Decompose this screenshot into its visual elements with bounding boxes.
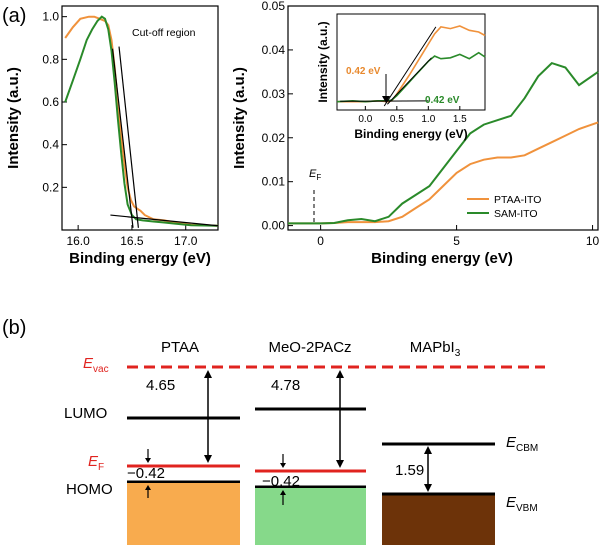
- right-y-tick-label: 0.00: [262, 219, 286, 233]
- right-chart: 0 5 10 0.00 0.01 0.02 0.03 0.04 0.05 EF PTAA-IT…: [231, 0, 600, 267]
- fermi-level-label: EF: [309, 168, 321, 182]
- left-x-label: Binding energy (eV): [69, 250, 211, 267]
- energy-diagram: PTAA MeO-2PACz MAPbI3 Evac LUMO EF HOMO …: [64, 339, 545, 545]
- legend-label-sam: SAM-ITO: [494, 208, 538, 220]
- ptaa-offset-value: −0.42: [127, 465, 165, 482]
- meo-offset-value: −0.42: [262, 473, 300, 490]
- left-y-tick-label: 0.2: [42, 180, 59, 194]
- column-title-mapbi3: MAPbI3: [410, 339, 461, 359]
- left-series-line-0: [64, 15, 219, 227]
- right-x-tick-label: 10: [586, 234, 600, 248]
- homo-label: HOMO: [66, 481, 113, 498]
- left-plot-frame: [61, 5, 219, 231]
- left-x-ticks: 16.0 16.5 17.0: [66, 225, 198, 248]
- meo-wf-value: 4.78: [271, 377, 300, 394]
- right-y-tick-label: 0.03: [262, 87, 286, 101]
- cutoff-annotation: Cut-off region: [132, 27, 196, 39]
- vacuum-level-label: Evac: [83, 355, 109, 375]
- left-y-tick-label: 0.6: [42, 95, 59, 109]
- left-y-tick-label: 0.4: [42, 138, 59, 152]
- inset-x-tick-label: 1.0: [421, 114, 435, 125]
- left-series-line-1: [64, 15, 219, 227]
- inset-annotation-sam: 0.42 eV: [425, 95, 460, 106]
- left-y-ticks: 0.2 0.4 0.6 0.8 1.0: [42, 10, 67, 194]
- inset-frame: [336, 13, 486, 111]
- left-chart: 16.0 16.5 17.0 0.2 0.4 0.6 0.8 1.0 Cut-off reg…: [5, 5, 219, 267]
- right-series: [288, 61, 599, 225]
- cbm-label: ECBM: [506, 434, 538, 454]
- right-y-ticks: 0.00 0.01 0.02 0.03 0.04 0.05: [262, 0, 293, 233]
- inset-fit-line-ptaa: [383, 26, 437, 107]
- inset-x-tick-label: 0.5: [390, 114, 404, 125]
- meo-band-fill: [255, 488, 366, 545]
- ptaa-band-fill: [127, 483, 240, 545]
- inset-annotation-ptaa: 0.42 eV: [346, 66, 381, 77]
- inset-x-tick-label: 0.0: [358, 114, 372, 125]
- right-x-ticks: 0 5 10: [317, 225, 600, 248]
- inset-x-label: Binding energy (eV): [354, 127, 467, 141]
- fermi-label-b: EF: [88, 453, 104, 473]
- mapbi3-gap-value: 1.59: [395, 462, 424, 479]
- mapbi3-gap-arrow: [424, 446, 432, 492]
- right-y-label: Intensity (a.u.): [231, 67, 248, 169]
- right-plot-frame: [287, 5, 599, 231]
- right-x-label: Binding energy (eV): [371, 250, 513, 267]
- ptaa-wf-arrow: [204, 370, 212, 463]
- legend: PTAA-ITO SAM-ITO: [467, 194, 541, 220]
- inset-x-tick-label: 1.5: [453, 114, 467, 125]
- left-series: [64, 15, 219, 228]
- mapbi3-band-fill: [382, 495, 495, 545]
- right-x-tick-label: 0: [317, 234, 324, 248]
- right-y-tick-label: 0.05: [262, 0, 286, 13]
- left-x-tick-label: 16.0: [66, 234, 90, 248]
- right-x-tick-label: 5: [453, 234, 460, 248]
- right-series-line-1: [288, 61, 599, 225]
- left-y-tick-label: 1.0: [42, 10, 59, 24]
- left-fit-line: [110, 214, 219, 227]
- column-title-ptaa: PTAA: [161, 339, 199, 356]
- left-y-label: Intensity (a.u.): [5, 67, 22, 169]
- ptaa-offset-arrows: [145, 449, 151, 498]
- vbm-label: EVBM: [506, 494, 538, 514]
- meo-offset-arrows: [280, 454, 286, 505]
- right-y-tick-label: 0.01: [262, 175, 286, 189]
- legend-label-ptaa: PTAA-ITO: [494, 194, 541, 206]
- panel-label-a: (a): [2, 5, 26, 27]
- inset-fit-line-sam: [387, 57, 432, 105]
- inset-annotation-arrowhead: [382, 96, 390, 103]
- ptaa-wf-value: 4.65: [146, 377, 175, 394]
- left-x-tick-label: 17.0: [174, 234, 198, 248]
- panel-label-b: (b): [2, 317, 26, 339]
- left-y-tick-label: 0.8: [42, 52, 59, 66]
- right-y-tick-label: 0.02: [262, 131, 286, 145]
- right-y-tick-label: 0.04: [262, 43, 286, 57]
- left-x-tick-label: 16.5: [120, 234, 144, 248]
- left-fit-line: [118, 46, 139, 228]
- right-series-line-0: [288, 121, 599, 225]
- inset-series: [336, 25, 486, 107]
- inset-y-label: Intensity (a.u.): [316, 21, 330, 102]
- left-fit-line: [111, 48, 134, 228]
- lumo-label: LUMO: [64, 405, 107, 422]
- meo-wf-arrow: [336, 370, 344, 468]
- inset-x-ticks: 0.0 0.5 1.0 1.5: [358, 106, 467, 125]
- inset-chart: 0.0 0.5 1.0 1.5 0.42 eV 0.42 eV Binding ene…: [316, 13, 486, 141]
- column-title-meo2pacz: MeO-2PACz: [268, 339, 351, 356]
